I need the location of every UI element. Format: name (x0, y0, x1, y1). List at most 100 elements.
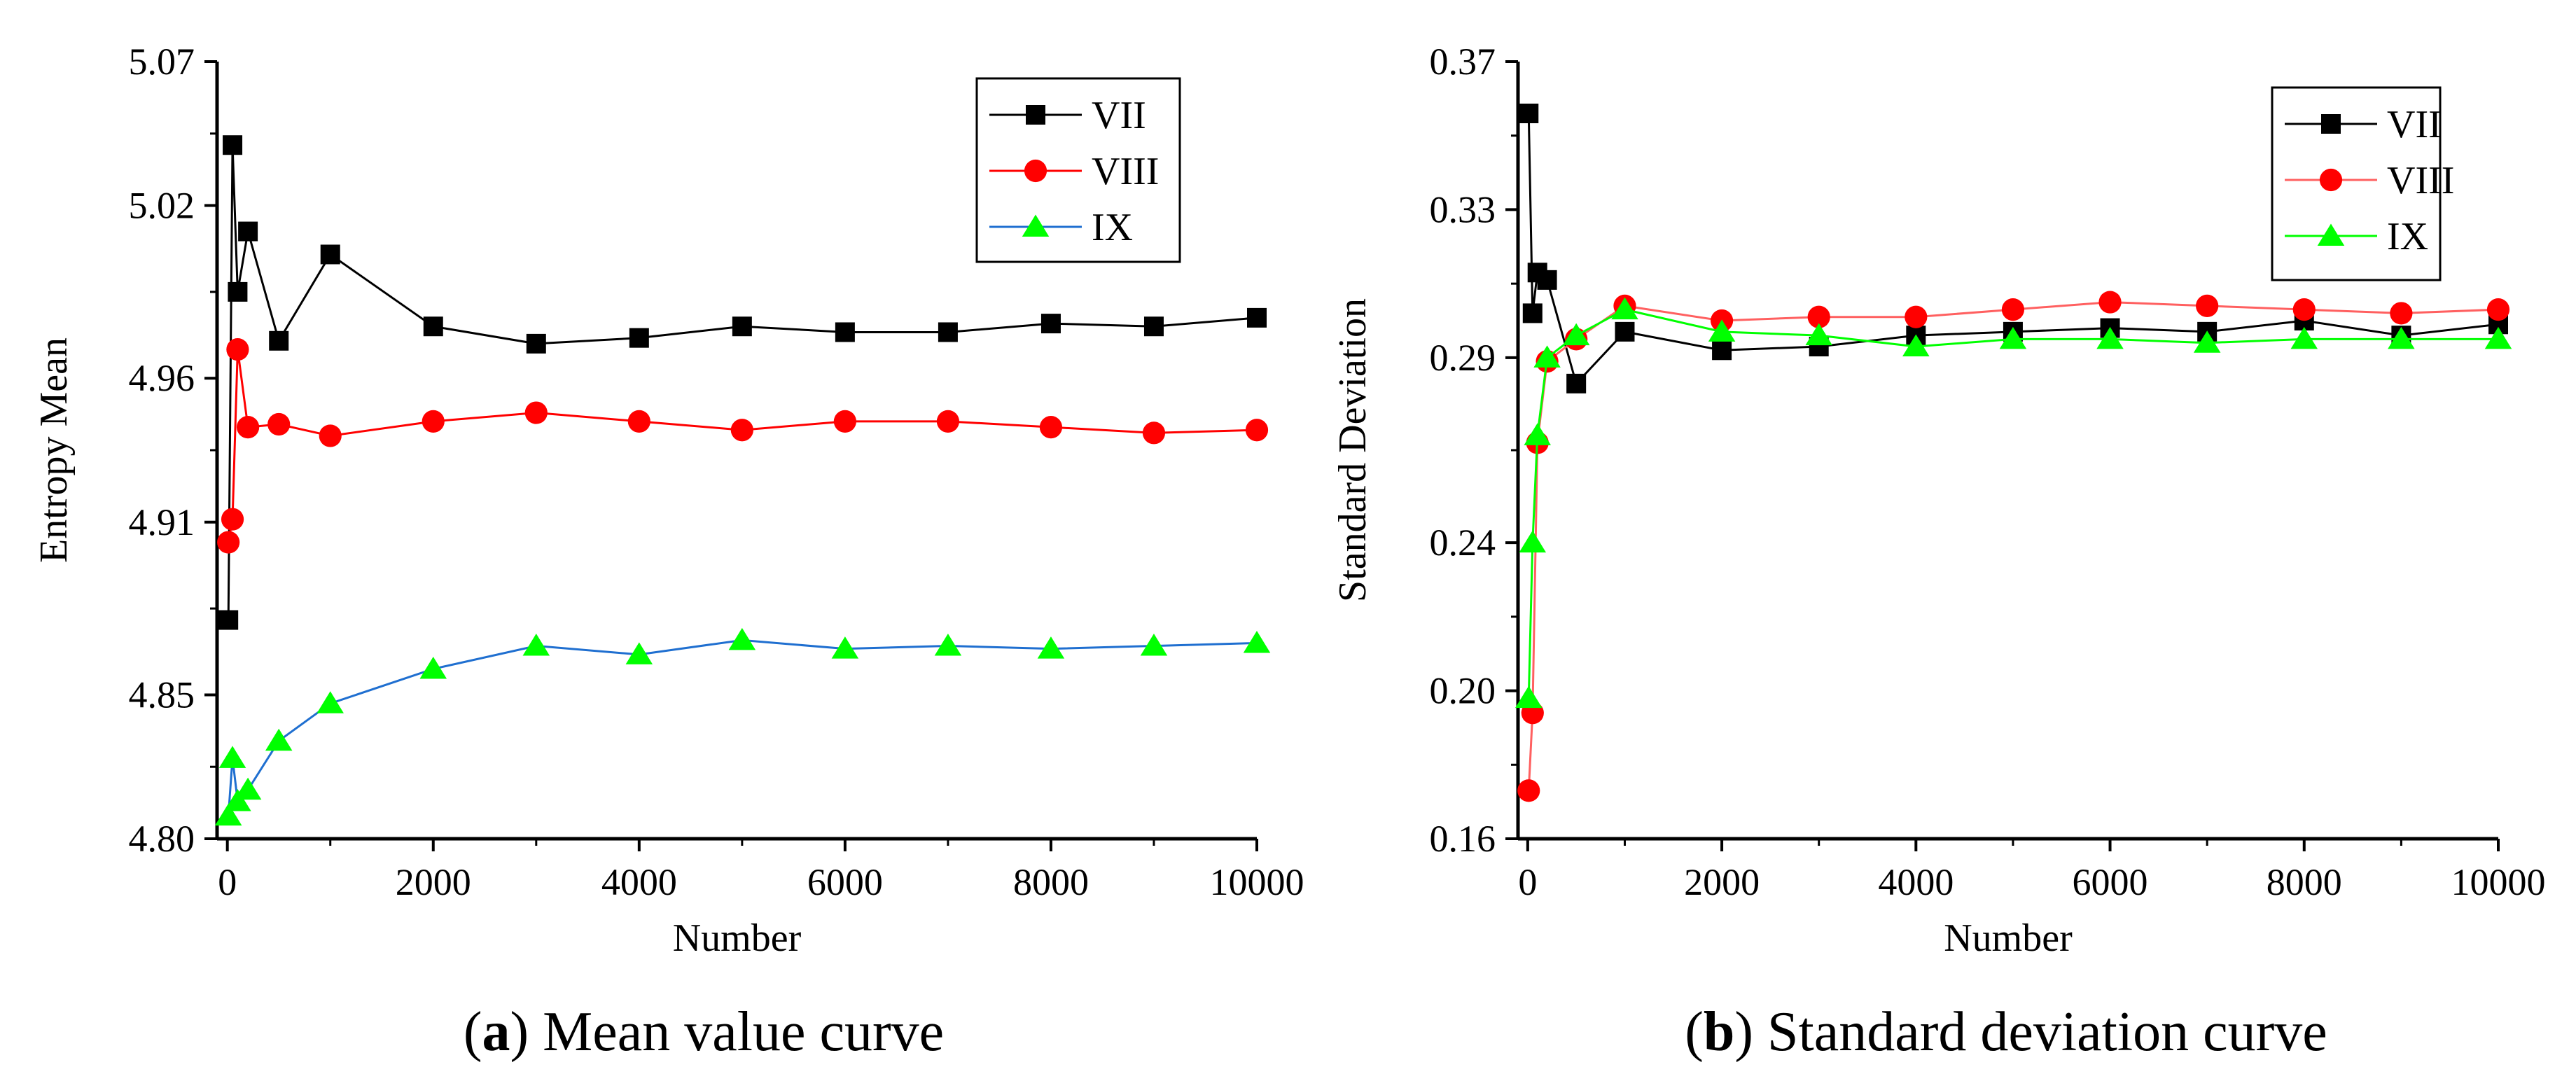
y-tick-label: 4.91 (129, 501, 195, 543)
data-point-viii (833, 410, 856, 433)
data-point-ix (1243, 630, 1271, 653)
data-point-vii (1615, 321, 1635, 342)
data-point-ix (419, 656, 447, 679)
data-point-vii (1537, 270, 1557, 290)
data-point-ix (831, 636, 859, 659)
data-point-ix (1515, 685, 1543, 709)
data-point-vii (238, 221, 258, 242)
legend-marker-viii (1024, 159, 1047, 183)
y-tick-label: 0.20 (1430, 670, 1496, 712)
y-tick-label: 4.85 (129, 674, 195, 716)
data-point-viii (1142, 421, 1166, 445)
data-point-ix (1037, 636, 1065, 659)
data-point-vii (629, 328, 649, 348)
x-tick-label: 8000 (1013, 861, 1089, 903)
y-tick-label: 0.16 (1430, 818, 1496, 860)
data-point-ix (728, 627, 756, 650)
legend-marker-ix (2317, 223, 2345, 246)
data-point-vii (835, 322, 855, 342)
y-axis-label: Standard Deviation (1331, 298, 1374, 602)
x-tick-label: 2000 (396, 861, 471, 903)
panel-a-mean-value-curve: 4.80 4.85 4.91 4.96 5.02 5.07 0 2000 4000 6000 800… (32, 41, 1304, 1063)
data-point-vii (1247, 307, 1267, 328)
panel-b-standard-deviation-curve: 0.16 0.20 0.24 0.29 0.33 0.37 0 2000 4000 6000 800… (1331, 41, 2546, 1063)
caption-paren-open: ( (464, 1001, 482, 1063)
legend: VII VIII IX (2271, 86, 2454, 281)
series-viii (217, 338, 1269, 554)
x-tick-label: 0 (218, 861, 237, 903)
data-point-ix (214, 803, 242, 826)
series-line-ix (227, 639, 1258, 816)
data-point-viii (936, 410, 960, 433)
data-point-ix (234, 777, 262, 800)
panel-caption: (a) Mean value curve (464, 1001, 944, 1063)
y-tick-label: 4.80 (129, 818, 195, 860)
data-point-viii (2196, 294, 2219, 317)
data-point-vii (526, 333, 546, 354)
data-point-viii (2001, 298, 2025, 321)
x-tick-label: 6000 (2073, 861, 2148, 903)
legend-label-viii: VIII (1092, 150, 1159, 193)
data-point-viii (627, 410, 650, 433)
x-tick-label: 8000 (2267, 861, 2342, 903)
data-point-viii (217, 531, 240, 554)
y-tick-label: 0.33 (1430, 188, 1496, 230)
data-point-viii (422, 410, 445, 433)
series-ix (1515, 297, 2512, 709)
panel-caption: (b) Standard deviation curve (1685, 1001, 2327, 1063)
series-line-ix (1527, 308, 2498, 699)
data-point-vii (423, 316, 443, 337)
data-point-viii (2098, 291, 2122, 314)
data-point-ix (522, 634, 550, 656)
series-ix (214, 627, 1271, 826)
caption-letter: b (1704, 1001, 1735, 1063)
data-point-ix (224, 789, 251, 811)
caption-paren-open: ( (1685, 1001, 1704, 1063)
data-point-viii (319, 424, 342, 447)
data-point-vii (320, 244, 340, 265)
data-point-vii (732, 316, 752, 337)
data-point-vii (269, 330, 289, 351)
legend-marker-viii (2319, 168, 2343, 192)
data-point-viii (1905, 305, 1928, 328)
legend-label-vii: VII (1092, 94, 1146, 137)
data-point-ix (2096, 326, 2124, 349)
data-point-vii (218, 610, 239, 630)
data-point-vii (1519, 104, 1539, 123)
data-point-ix (1805, 323, 1832, 346)
data-point-vii (1143, 316, 1164, 337)
x-tick-label: 6000 (807, 861, 883, 903)
y-axis-label: Entropy Mean (32, 337, 76, 563)
legend-marker-vii (2321, 114, 2341, 134)
data-point-vii (228, 281, 248, 302)
x-tick-label: 10000 (2451, 861, 2546, 903)
series-vii (218, 135, 1267, 630)
data-point-vii (1712, 340, 1732, 361)
data-point-ix (625, 642, 653, 664)
data-point-ix (2193, 330, 2221, 353)
x-tick-label: 0 (1518, 861, 1537, 903)
data-point-viii (524, 401, 548, 424)
legend-label-ix: IX (2387, 215, 2428, 258)
data-point-vii (1522, 303, 1543, 323)
data-point-ix (2484, 326, 2512, 349)
data-point-viii (267, 412, 291, 436)
x-axis-label: Number (1944, 916, 2073, 960)
x-tick-label: 2000 (1684, 861, 1760, 903)
legend-marker-ix (1022, 214, 1050, 237)
data-point-vii (938, 322, 958, 342)
data-point-vii (1040, 314, 1061, 334)
y-tick-label: 0.29 (1430, 337, 1496, 379)
legend: VII VIII IX (975, 77, 1181, 263)
data-point-ix (1708, 319, 1736, 342)
data-point-viii (221, 508, 244, 531)
legend-box (2271, 86, 2442, 281)
legend-label-viii: VIII (2387, 159, 2454, 202)
data-point-viii (1039, 416, 1063, 439)
caption-letter: a (482, 1001, 510, 1063)
data-point-ix (1533, 345, 1561, 368)
data-point-ix (1611, 297, 1638, 320)
data-point-ix (1999, 326, 2027, 349)
series-viii (1517, 291, 2510, 802)
data-point-viii (1517, 779, 1540, 802)
